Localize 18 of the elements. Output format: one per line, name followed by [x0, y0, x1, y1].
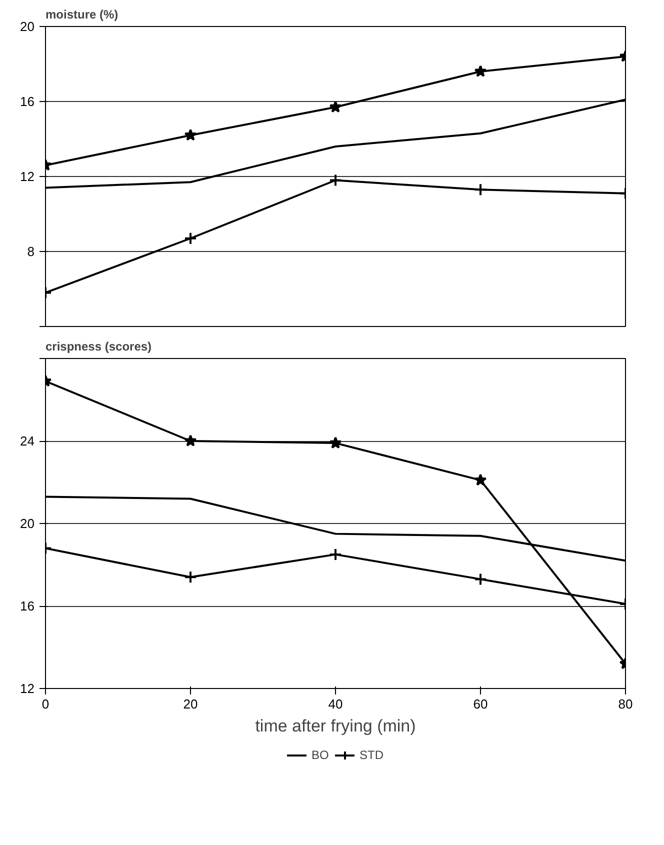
y-tick-label: 16	[20, 598, 35, 614]
x-tick-label: 0	[42, 696, 50, 712]
y-tick-label: 24	[20, 434, 35, 448]
x-tick-label: 60	[473, 696, 488, 712]
y-tick-label: 8	[27, 244, 35, 259]
y-tick-label: 16	[20, 94, 35, 109]
legend-label: BO	[312, 748, 330, 762]
y-tick-label: 12	[20, 169, 35, 184]
x-tick-label: 20	[183, 696, 198, 712]
x-tick-label: 40	[328, 696, 343, 712]
legend-label: STD	[360, 748, 384, 762]
x-tick-label: 80	[618, 696, 633, 712]
y-axis-title: crispness (scores)	[46, 340, 152, 354]
y-tick-label: 12	[20, 681, 35, 696]
y-tick-label: 20	[20, 19, 35, 34]
y-axis-title: moisture (%)	[46, 8, 118, 22]
y-tick-label: 20	[20, 516, 35, 531]
x-axis-title: time after frying (min)	[255, 716, 416, 736]
